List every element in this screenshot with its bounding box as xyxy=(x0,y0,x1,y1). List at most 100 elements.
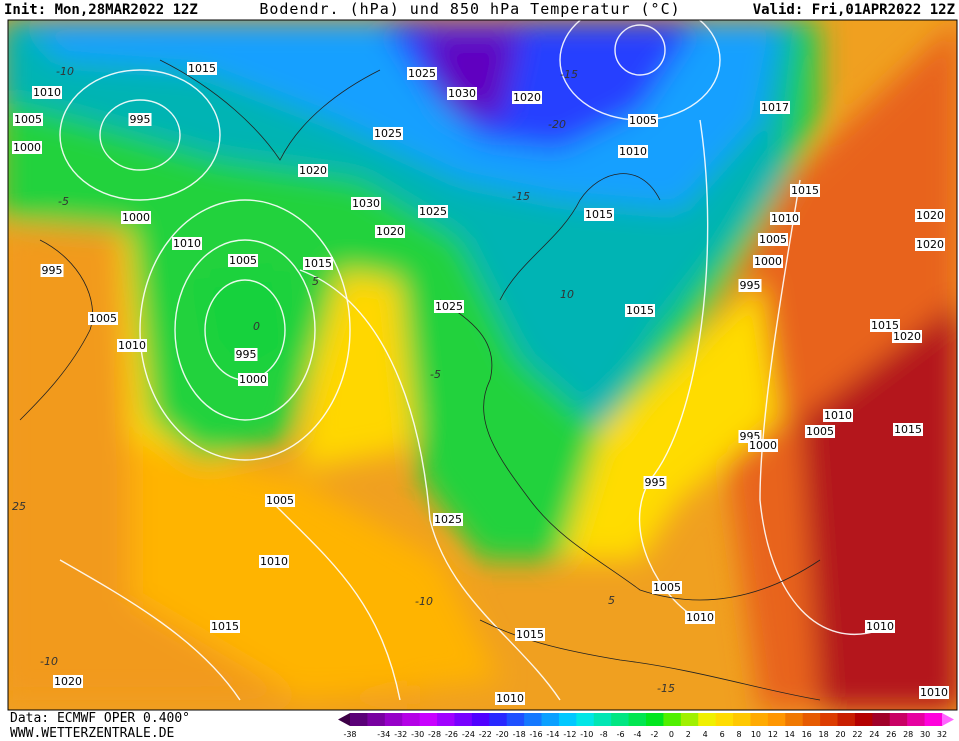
colorbar-segment xyxy=(367,713,386,726)
colorbar-tick-label: 20 xyxy=(835,730,845,739)
isobar-label-box xyxy=(88,312,118,325)
isobar-label-box xyxy=(447,87,477,100)
temperature-label: -5 xyxy=(58,195,69,208)
isobar-label: 1005 xyxy=(759,233,787,246)
isobar-label-box xyxy=(265,494,295,507)
isobar-label: 1020 xyxy=(299,164,327,177)
isobar-label: 1010 xyxy=(920,686,948,699)
isobar-label: 1015 xyxy=(304,257,332,270)
data-source: Data: ECMWF OPER 0.400° xyxy=(10,711,190,726)
colorbar-segment xyxy=(471,713,490,726)
colorbar: -38 -34 -32 -30 -28 -26 -24 -22 -20 -18 -16 -14 -12-… xyxy=(338,713,954,739)
isobar-label: 1020 xyxy=(916,238,944,251)
colorbar-tick-label: 14 xyxy=(785,730,795,739)
isobar-label-box xyxy=(433,513,463,526)
isobar-label: 1020 xyxy=(513,91,541,104)
isobar-label-box xyxy=(228,254,258,267)
temperature-label: -10 xyxy=(56,65,74,78)
colorbar-segment xyxy=(733,713,751,726)
colorbar-tick-label: -12 xyxy=(563,730,576,739)
isobar-label-box xyxy=(32,86,62,99)
temperature-label: 0 xyxy=(253,320,260,333)
isobar-label-box xyxy=(128,113,152,126)
valid-time: Valid: Fri,01APR2022 12Z xyxy=(753,2,955,18)
colorbar-segment xyxy=(663,713,682,726)
colorbar-segment xyxy=(489,713,508,726)
colorbar-segment xyxy=(558,713,577,726)
map xyxy=(8,20,957,710)
colorbar-tick-label: -24 xyxy=(462,730,475,739)
isobar-label: 1030 xyxy=(448,87,476,100)
temperature-label: -15 xyxy=(560,68,578,81)
isobar-label: 1005 xyxy=(266,494,294,507)
colorbar-segment xyxy=(907,713,926,726)
colorbar-tick-label: -10 xyxy=(580,730,593,739)
isobar-label-box xyxy=(870,319,900,332)
isobar-label-box xyxy=(117,339,147,352)
isobar-label-box xyxy=(40,264,64,277)
colorbar-tick-label: 12 xyxy=(768,730,778,739)
isobar-label-box xyxy=(643,476,667,489)
isobar-label-box xyxy=(373,127,403,140)
isobar-label: 1020 xyxy=(376,225,404,238)
isobar-label: 1010 xyxy=(118,339,146,352)
isobar-label-box xyxy=(298,164,328,177)
isobar-label-box xyxy=(418,205,448,218)
colorbar-tick-label: -16 xyxy=(530,730,543,739)
isobar-label-box xyxy=(919,686,949,699)
isobar-label: 1017 xyxy=(761,101,789,114)
colorbar-tick-label: 10 xyxy=(751,730,761,739)
colorbar-tick-label: -8 xyxy=(600,730,608,739)
isobar-label-box xyxy=(892,330,922,343)
colorbar-tick-label: -4 xyxy=(634,730,642,739)
isobar-label-box xyxy=(172,237,202,250)
isobar-label-box xyxy=(512,91,542,104)
isobar-label-box xyxy=(760,101,790,114)
colorbar-tick-label: 2 xyxy=(686,730,691,739)
isobar-label-box xyxy=(13,113,43,126)
colorbar-tick-label: -34 xyxy=(377,730,390,739)
map-title: Bodendr. (hPa) und 850 hPa Temperatur (°… xyxy=(259,0,680,18)
isobar-label-box xyxy=(625,304,655,317)
colorbar-segment xyxy=(802,713,821,726)
isobar-label-box xyxy=(407,67,437,80)
isobar-label: 995 xyxy=(130,113,151,126)
site-url: WWW.WETTERZENTRALE.DE xyxy=(10,726,174,741)
colorbar-segment xyxy=(680,713,699,726)
temperature-label: 10 xyxy=(560,288,574,301)
isobar-label: 1005 xyxy=(229,254,257,267)
isobar-label: 1005 xyxy=(14,113,42,126)
colorbar-segment xyxy=(698,713,717,726)
temperature-label: 5 xyxy=(312,275,319,288)
isobar-label: 1010 xyxy=(496,692,524,705)
isobar-label: 1025 xyxy=(408,67,436,80)
map-frame xyxy=(7,19,958,711)
isobar-label-box xyxy=(652,581,682,594)
isobar-label-box xyxy=(915,238,945,251)
isobar-label-box xyxy=(770,212,800,225)
isobar-label: 1010 xyxy=(824,409,852,422)
isobar-label-box xyxy=(805,425,835,438)
isobar-label-box xyxy=(375,225,405,238)
colorbar-segment xyxy=(924,713,943,726)
colorbar-tick-label: 22 xyxy=(852,730,862,739)
isobar-label-box xyxy=(234,348,258,361)
colorbar-tick-label: -20 xyxy=(496,730,509,739)
colorbar-tick-label: 8 xyxy=(736,730,741,739)
isobar-label: 1015 xyxy=(791,184,819,197)
colorbar-tick-label: -22 xyxy=(479,730,492,739)
colorbar-tick-label: -18 xyxy=(513,730,526,739)
isobar-label-box xyxy=(685,611,715,624)
isobar-label: 1025 xyxy=(419,205,447,218)
temperature-label: -15 xyxy=(657,682,675,695)
isobar-label-box xyxy=(187,62,217,75)
isobar-label-box xyxy=(758,233,788,246)
isobar-label: 1000 xyxy=(749,439,777,452)
isobar-label: 1015 xyxy=(585,208,613,221)
init-time: Init: Mon,28MAR2022 12Z xyxy=(4,2,198,18)
isobar-label: 1025 xyxy=(434,513,462,526)
isobar-label: 1010 xyxy=(771,212,799,225)
colorbar-segment xyxy=(454,713,473,726)
